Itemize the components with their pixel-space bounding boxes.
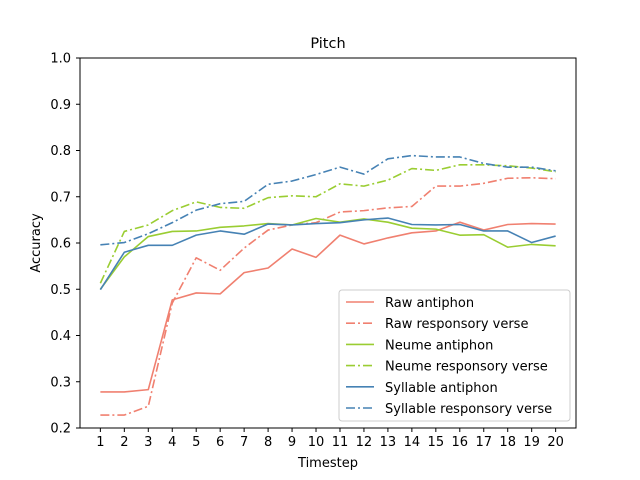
x-tick-label: 17 [475, 435, 492, 450]
y-axis-title: Accuracy [29, 213, 44, 273]
series-line-0 [100, 221, 556, 393]
x-tick-label: 20 [547, 435, 564, 450]
series-line-4 [99, 217, 556, 291]
x-tick-label: 19 [523, 435, 540, 450]
y-tick-label: 0.6 [50, 237, 71, 252]
series-line-3 [99, 164, 556, 284]
y-axis: 0.2 0.3 0.4 0.5 0.6 0.7 0.8 0.9 1.0 [50, 52, 80, 437]
y-tick-label: 0.2 [50, 422, 71, 437]
x-tick-label: 4 [168, 435, 176, 450]
x-tick-label: 14 [404, 435, 421, 450]
y-tick-label: 0.7 [50, 190, 71, 205]
x-tick-label: 5 [192, 435, 200, 450]
legend-label: Neume antiphon [385, 338, 493, 353]
x-tick-label: 15 [428, 435, 445, 450]
x-tick-label: 11 [332, 435, 349, 450]
x-tick-label: 18 [499, 435, 516, 450]
series-line-1 [100, 176, 556, 416]
x-tick-label: 3 [144, 435, 152, 450]
legend-label: Raw antiphon [385, 296, 474, 311]
x-tick-label: 13 [380, 435, 397, 450]
x-tick-label: 7 [240, 435, 248, 450]
legend: Raw antiphon Raw responsory verse Neume an… [338, 289, 571, 422]
legend-label: Syllable antiphon [385, 381, 498, 396]
legend-box [338, 289, 571, 422]
legend-label: Syllable responsory verse [385, 402, 552, 417]
y-tick-label: 0.9 [50, 98, 71, 113]
chart-title: Pitch [310, 36, 345, 52]
y-tick-label: 0.4 [50, 329, 71, 344]
x-tick-label: 10 [308, 435, 325, 450]
x-tick-label: 6 [216, 435, 224, 450]
x-tick-label: 9 [288, 435, 296, 450]
legend-label: Raw responsory verse [385, 317, 528, 332]
x-tick-label: 8 [264, 435, 272, 450]
y-tick-label: 1.0 [50, 52, 71, 67]
x-tick-label: 2 [120, 435, 128, 450]
legend-label: Neume responsory verse [385, 360, 548, 375]
series-line-5 [100, 154, 556, 246]
x-axis-title: Timestep [297, 456, 358, 471]
x-tick-label: 1 [96, 435, 104, 450]
y-tick-label: 0.5 [50, 283, 71, 298]
x-tick-label: 12 [356, 435, 373, 450]
series-line-2 [99, 217, 556, 290]
y-tick-label: 0.8 [50, 144, 71, 159]
series-layer [99, 154, 556, 416]
x-tick-label: 16 [452, 435, 469, 450]
y-tick-label: 0.3 [50, 375, 71, 390]
x-axis: 1 2 3 4 5 6 7 8 9 10 11 12 13 14 15 16 17 18 19 20 [96, 428, 564, 450]
